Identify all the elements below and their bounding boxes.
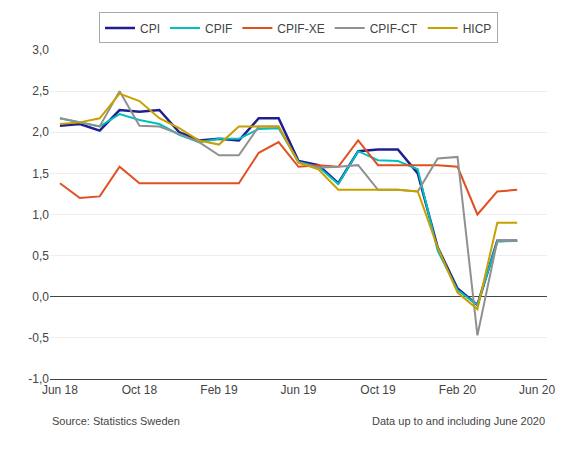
svg-text:1,5: 1,5 xyxy=(32,167,49,181)
svg-text:-1,0: -1,0 xyxy=(28,372,49,386)
svg-text:CPIF: CPIF xyxy=(205,22,232,36)
svg-text:0,0: 0,0 xyxy=(32,290,49,304)
svg-text:2,5: 2,5 xyxy=(32,84,49,98)
svg-text:HICP: HICP xyxy=(463,22,492,36)
svg-text:Feb 19: Feb 19 xyxy=(200,383,238,397)
svg-text:1,0: 1,0 xyxy=(32,208,49,222)
svg-text:Oct 18: Oct 18 xyxy=(122,383,158,397)
svg-text:Feb 20: Feb 20 xyxy=(439,383,477,397)
svg-text:3,0: 3,0 xyxy=(32,43,49,57)
svg-text:-0,5: -0,5 xyxy=(28,331,49,345)
svg-text:CPIF-CT: CPIF-CT xyxy=(370,22,418,36)
svg-text:Oct 19: Oct 19 xyxy=(360,383,396,397)
svg-text:CPIF-XE: CPIF-XE xyxy=(277,22,324,36)
svg-text:Source: Statistics Sweden: Source: Statistics Sweden xyxy=(52,415,180,427)
svg-text:Jun 19: Jun 19 xyxy=(280,383,316,397)
svg-text:CPI: CPI xyxy=(140,22,160,36)
svg-text:2,0: 2,0 xyxy=(32,125,49,139)
svg-text:0,5: 0,5 xyxy=(32,249,49,263)
svg-text:Jun 20: Jun 20 xyxy=(519,383,555,397)
svg-text:Jun 18: Jun 18 xyxy=(42,383,78,397)
svg-text:Data up to and including June: Data up to and including June 2020 xyxy=(372,415,545,427)
